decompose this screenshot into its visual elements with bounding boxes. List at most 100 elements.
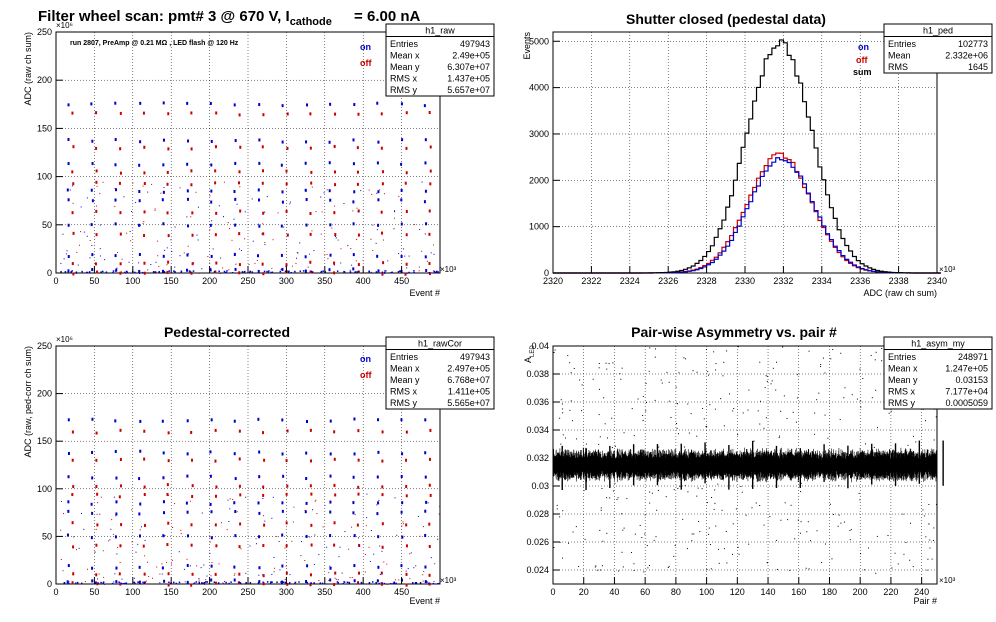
point-off — [190, 111, 193, 115]
point-on — [281, 190, 284, 194]
asym-outlier — [707, 371, 709, 373]
point-baseline — [266, 270, 268, 273]
point-on — [233, 419, 236, 423]
point-on — [209, 268, 212, 272]
asym-outlier — [808, 350, 810, 352]
statbox-value: 5.657e+07 — [447, 85, 490, 95]
asym-outlier — [713, 351, 715, 353]
point-on — [138, 512, 141, 516]
point-off — [309, 146, 312, 150]
asym-outlier — [598, 443, 600, 445]
point-sparse — [76, 251, 78, 253]
point-sparse — [394, 217, 396, 219]
point-off — [309, 484, 312, 488]
asym-outlier — [718, 562, 720, 564]
point-off — [285, 459, 288, 463]
point-sparse — [394, 210, 396, 212]
point-sparse — [60, 500, 62, 502]
asym-outlier — [838, 514, 840, 516]
point-baseline — [290, 271, 292, 274]
point-sparse — [160, 192, 162, 194]
y-tick-label: 0 — [47, 268, 52, 278]
point-off — [71, 581, 74, 585]
asym-outlier — [621, 367, 623, 369]
asym-outlier — [655, 348, 657, 350]
asym-outlier — [611, 447, 613, 449]
point-on — [114, 138, 117, 142]
point-sparse — [324, 254, 326, 256]
point-off — [238, 170, 241, 174]
pad-raw[interactable]: 0 50 100 150 200 250 300 350 400 4500501001502002… — [0, 0, 498, 311]
x-tick-label: 60 — [640, 587, 650, 597]
asym-outlier — [609, 497, 611, 499]
point-sparse — [372, 250, 374, 252]
point-sparse — [189, 500, 191, 502]
asym-outlier — [673, 489, 675, 491]
asym-outlier — [732, 553, 734, 555]
point-on — [280, 224, 283, 228]
asym-outlier — [766, 561, 768, 563]
asym-outlier — [925, 536, 927, 538]
point-on — [258, 103, 261, 107]
asym-outlier — [665, 496, 667, 498]
asym-outlier — [840, 352, 842, 354]
point-off — [167, 260, 170, 264]
point-sparse — [238, 248, 240, 250]
statbox-key: Entries — [888, 39, 917, 49]
asym-outlier — [800, 491, 802, 493]
asym-outlier — [849, 539, 851, 541]
pad-asym[interactable]: 0 20 40 60 80 100 120 140 160 180 200 220 2400.0240.… — [498, 311, 996, 622]
asym-outlier — [915, 441, 917, 443]
point-on — [67, 162, 70, 166]
point-sparse — [198, 581, 200, 583]
point-off — [142, 544, 145, 548]
asym-outlier — [670, 417, 672, 419]
point-off — [262, 169, 265, 173]
x-tick-label: 400 — [356, 587, 371, 597]
point-sparse — [198, 272, 200, 274]
asym-outlier — [729, 393, 731, 395]
asym-outlier — [693, 533, 695, 535]
point-sparse — [351, 576, 353, 578]
point-off — [191, 262, 194, 266]
point-sparse — [387, 260, 389, 262]
asym-outlier — [902, 513, 904, 515]
point-sparse — [375, 242, 377, 244]
point-sparse — [256, 260, 258, 262]
asym-outlier — [741, 491, 743, 493]
statbox-key: RMS x — [888, 387, 916, 397]
point-baseline — [64, 271, 67, 273]
asym-outlier — [740, 486, 742, 488]
point-on — [138, 565, 141, 569]
point-on — [304, 188, 307, 192]
point-sparse — [240, 548, 242, 550]
point-sparse — [104, 583, 106, 585]
point-sparse — [151, 577, 153, 579]
asym-outlier — [691, 533, 693, 535]
point-on — [329, 474, 332, 478]
asym-outlier — [783, 395, 785, 397]
point-off — [238, 271, 241, 275]
point-sparse — [396, 534, 398, 536]
point-sparse — [145, 580, 147, 582]
asym-outlier — [687, 403, 689, 405]
point-off — [356, 182, 359, 186]
point-sparse — [89, 239, 91, 241]
asym-outlier — [742, 412, 744, 414]
pad-ped[interactable]: 2320 2322 2324 2326 2328 2330 2332 2334 2336 2338… — [498, 0, 996, 311]
point-sparse — [173, 583, 175, 585]
point-off — [190, 523, 193, 527]
point-sparse — [262, 497, 264, 499]
point-baseline — [154, 271, 157, 273]
point-baseline — [137, 581, 139, 583]
pad-cor[interactable]: 0 50 100 150 200 250 300 350 400 4500501001502002… — [0, 311, 498, 622]
y-tick-label: 250 — [37, 27, 52, 37]
point-on — [376, 475, 379, 479]
y-tick-label: 0.032 — [526, 453, 549, 463]
point-baseline — [239, 582, 242, 584]
point-on — [305, 580, 308, 584]
